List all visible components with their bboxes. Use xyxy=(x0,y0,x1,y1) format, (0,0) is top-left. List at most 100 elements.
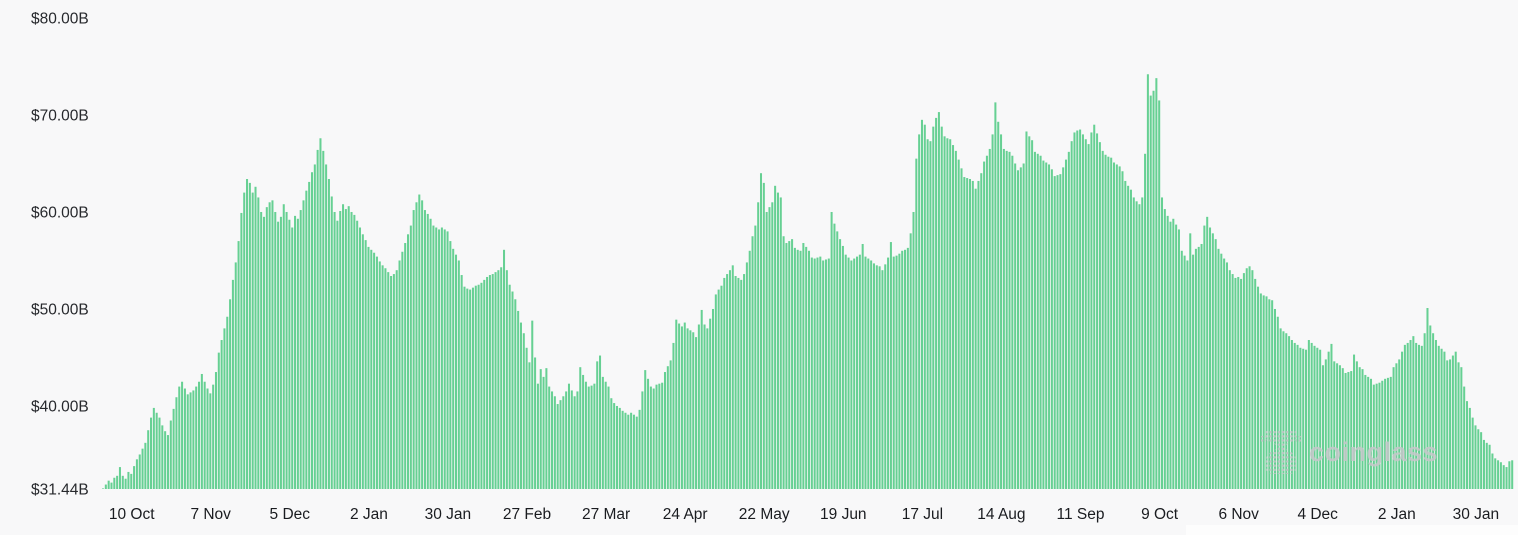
bar[interactable] xyxy=(1240,278,1243,489)
bar[interactable] xyxy=(1480,432,1483,489)
bar[interactable] xyxy=(141,448,144,489)
bar[interactable] xyxy=(409,225,412,489)
bar[interactable] xyxy=(150,417,153,489)
bar[interactable] xyxy=(299,210,302,490)
bar[interactable] xyxy=(243,192,246,489)
bar[interactable] xyxy=(827,258,830,489)
bar[interactable] xyxy=(1330,343,1333,489)
bar[interactable] xyxy=(1282,331,1285,489)
bar[interactable] xyxy=(1002,148,1005,489)
bar[interactable] xyxy=(288,219,291,489)
bar[interactable] xyxy=(1367,376,1370,489)
bar[interactable] xyxy=(1234,277,1237,489)
bar[interactable] xyxy=(796,249,799,489)
bar[interactable] xyxy=(562,396,565,489)
bar[interactable] xyxy=(579,367,582,489)
bar[interactable] xyxy=(1217,248,1220,489)
bar[interactable] xyxy=(302,200,305,489)
bar[interactable] xyxy=(966,178,969,490)
bar[interactable] xyxy=(1369,378,1373,489)
bar[interactable] xyxy=(116,475,119,489)
bar[interactable] xyxy=(983,161,986,490)
bar[interactable] xyxy=(1237,276,1240,489)
bar[interactable] xyxy=(1028,136,1031,489)
bar[interactable] xyxy=(1460,367,1463,489)
bar[interactable] xyxy=(1186,260,1189,489)
bar[interactable] xyxy=(768,207,771,489)
bar[interactable] xyxy=(1048,164,1051,489)
bar[interactable] xyxy=(169,420,172,489)
bar[interactable] xyxy=(881,270,884,489)
bar[interactable] xyxy=(418,194,421,489)
bar[interactable] xyxy=(1081,134,1084,489)
bar[interactable] xyxy=(1429,325,1432,489)
bar[interactable] xyxy=(435,227,438,489)
bar[interactable] xyxy=(610,398,613,489)
bar[interactable] xyxy=(531,320,534,489)
bar[interactable] xyxy=(1406,342,1409,489)
bar[interactable] xyxy=(1271,300,1274,489)
bar[interactable] xyxy=(867,258,870,489)
bar[interactable] xyxy=(723,277,726,489)
bar[interactable] xyxy=(536,383,539,489)
bar[interactable] xyxy=(178,386,181,489)
bar[interactable] xyxy=(1508,461,1511,489)
bar[interactable] xyxy=(483,279,486,489)
bar[interactable] xyxy=(1474,425,1477,489)
bar[interactable] xyxy=(706,328,709,489)
bar[interactable] xyxy=(534,357,537,489)
bar[interactable] xyxy=(692,332,695,489)
bar[interactable] xyxy=(1104,154,1107,489)
bar[interactable] xyxy=(186,394,189,489)
bar[interactable] xyxy=(183,388,186,489)
bar[interactable] xyxy=(1163,209,1166,489)
bar[interactable] xyxy=(401,251,404,489)
bar[interactable] xyxy=(1087,144,1090,489)
bar[interactable] xyxy=(887,257,890,489)
bar[interactable] xyxy=(596,361,599,489)
bar[interactable] xyxy=(384,268,387,489)
bar[interactable] xyxy=(1251,270,1254,489)
bar[interactable] xyxy=(824,259,827,489)
bar[interactable] xyxy=(1084,139,1087,490)
bar[interactable] xyxy=(960,168,963,489)
bar[interactable] xyxy=(1417,344,1421,489)
bar[interactable] xyxy=(469,289,472,489)
bar[interactable] xyxy=(576,391,579,489)
bar[interactable] xyxy=(1471,417,1474,489)
bar[interactable] xyxy=(138,454,141,489)
bar[interactable] xyxy=(212,384,215,489)
bar[interactable] xyxy=(421,200,424,489)
bar[interactable] xyxy=(1336,363,1339,489)
bar[interactable] xyxy=(641,391,644,489)
bar[interactable] xyxy=(1161,197,1164,489)
bar[interactable] xyxy=(1220,253,1223,489)
bar[interactable] xyxy=(1296,344,1299,489)
bar[interactable] xyxy=(1112,162,1116,489)
bar[interactable] xyxy=(822,260,825,489)
bar[interactable] xyxy=(1434,340,1437,489)
bar[interactable] xyxy=(680,326,683,489)
bar[interactable] xyxy=(997,121,1000,489)
bar[interactable] xyxy=(912,211,915,490)
bar[interactable] xyxy=(1420,345,1423,489)
bar[interactable] xyxy=(1146,74,1149,489)
bar[interactable] xyxy=(440,227,443,489)
bar[interactable] xyxy=(494,272,497,489)
bar[interactable] xyxy=(1016,170,1020,489)
bar[interactable] xyxy=(861,243,864,489)
bar[interactable] xyxy=(240,212,243,489)
bar[interactable] xyxy=(229,299,232,489)
bar[interactable] xyxy=(1353,354,1356,489)
bar[interactable] xyxy=(446,231,449,489)
bar[interactable] xyxy=(1375,383,1378,489)
bar[interactable] xyxy=(110,482,113,489)
bar[interactable] xyxy=(325,164,328,489)
bar[interactable] xyxy=(652,388,655,489)
bar[interactable] xyxy=(1144,153,1147,490)
bar[interactable] xyxy=(127,471,130,489)
bar[interactable] xyxy=(728,270,731,489)
bar[interactable] xyxy=(644,370,647,489)
bar[interactable] xyxy=(559,400,562,489)
bar[interactable] xyxy=(551,391,554,489)
